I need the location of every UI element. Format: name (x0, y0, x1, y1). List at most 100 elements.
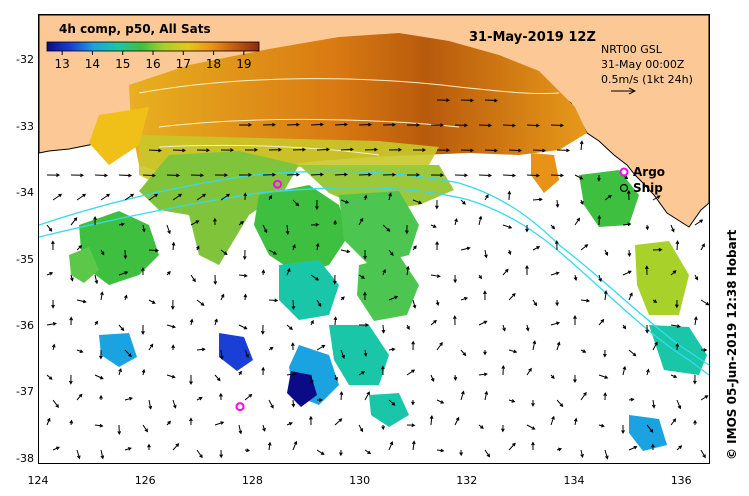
current-vector-arrow (69, 419, 74, 426)
current-vector-arrow (310, 122, 325, 127)
current-vector-arrow (243, 293, 248, 301)
current-vector-arrow (507, 249, 512, 256)
current-vector-arrow (238, 273, 248, 278)
current-vector-arrow (196, 148, 211, 153)
current-vector-arrow (286, 172, 301, 177)
current-vector-arrow (46, 417, 51, 426)
current-vector-arrow (382, 224, 391, 232)
current-vector-arrow (292, 147, 307, 152)
current-vector-arrow (478, 215, 483, 226)
current-vector-arrow (292, 244, 296, 251)
current-vector-arrow (46, 374, 53, 380)
current-vector-arrow (220, 148, 235, 152)
current-vector-arrow (172, 399, 177, 409)
current-vector-arrow (460, 246, 471, 251)
current-vector-arrow (285, 224, 290, 235)
current-vector-arrow (118, 173, 133, 178)
current-vector-arrow (406, 369, 416, 376)
current-vector-arrow (100, 193, 111, 201)
current-vector-arrow (68, 374, 73, 385)
current-vector-arrow (333, 219, 337, 226)
current-vector-arrow (412, 245, 417, 251)
current-vector-arrow (598, 318, 605, 326)
current-vector-arrow (556, 148, 571, 153)
current-vector-arrow (411, 399, 415, 406)
current-vector-arrow (364, 391, 370, 401)
current-vector-arrow (332, 274, 337, 285)
current-vector-arrow (645, 224, 650, 231)
current-vector-arrow (508, 442, 516, 451)
current-vector-arrow (453, 274, 458, 284)
current-vector-arrow (148, 148, 163, 153)
current-vector-arrow (244, 349, 249, 359)
current-vector-arrow (580, 449, 584, 458)
current-vector-arrow (196, 193, 207, 201)
current-vector-arrow (363, 291, 367, 301)
current-vector-arrow (508, 399, 516, 403)
current-vector-arrow (412, 148, 427, 152)
current-vector-arrow (580, 298, 591, 303)
current-vector-arrow (189, 374, 193, 386)
current-vector-arrow (99, 349, 103, 360)
colorbar-tick-label: 17 (176, 57, 191, 71)
current-vector-arrow (94, 274, 99, 285)
current-vector-arrow (676, 399, 682, 410)
current-vector-arrow (334, 374, 338, 381)
current-vector-arrow (574, 217, 581, 226)
current-vector-arrow (651, 399, 656, 409)
current-vector-arrow (526, 173, 541, 178)
longitude-tick-label: 128 (241, 474, 263, 487)
current-vector-arrow (453, 374, 458, 381)
current-vector-arrow (555, 199, 560, 208)
current-vector-arrow (141, 324, 145, 335)
current-vector-arrow (190, 274, 196, 283)
longitude-tick-label: 130 (349, 474, 371, 487)
current-vector-arrow (694, 219, 704, 226)
current-vector-arrow (573, 274, 578, 282)
current-vector-arrow (171, 344, 175, 351)
current-vector-arrow (170, 299, 175, 310)
current-vector-arrow (436, 148, 451, 153)
current-vector-arrow (260, 324, 265, 335)
current-vector-arrow (693, 419, 697, 426)
current-vector-arrow (262, 224, 268, 234)
current-vector-arrow (430, 173, 445, 177)
current-vector-arrow (363, 249, 367, 260)
map-subtitle: 4h comp, p50, All Sats (59, 22, 211, 36)
latitude-tick-label: -35 (16, 252, 34, 266)
current-vector-arrow (334, 418, 343, 426)
current-vector-arrow (220, 249, 228, 256)
current-vector-arrow (76, 349, 84, 353)
current-vector-arrow (213, 274, 218, 286)
current-vector-arrow (142, 424, 149, 433)
current-vector-arrow (118, 222, 125, 227)
current-vector-arrow (358, 172, 373, 177)
current-vector-arrow (381, 424, 385, 431)
current-vector-arrow (238, 173, 253, 177)
colorbar-ticks: 13 14 15 16 17 18 19 (55, 51, 251, 71)
current-vector-arrow (172, 443, 180, 451)
current-vector-arrow (70, 274, 74, 282)
current-vector-arrow (261, 269, 266, 276)
current-vector-arrow (340, 199, 350, 204)
current-vector-arrow (315, 199, 319, 211)
current-vector-arrow (460, 148, 475, 153)
argo-float-marker (235, 402, 245, 412)
current-vector-arrow (358, 323, 370, 327)
current-vector-arrow (141, 267, 145, 276)
current-vector-arrow (502, 268, 509, 276)
current-vector-arrow (292, 199, 300, 207)
current-vector-arrow (76, 244, 83, 251)
current-vector-arrow (579, 140, 584, 151)
current-vector-arrow (316, 299, 322, 308)
current-vector-arrow (430, 374, 435, 383)
current-vector-arrow (363, 349, 368, 357)
current-vector-arrow (339, 449, 343, 457)
current-vector-arrow (508, 292, 516, 301)
current-vector-arrow (238, 424, 243, 435)
current-vector-arrow (172, 193, 183, 201)
current-vector-arrow (99, 394, 103, 401)
current-vector-arrow (267, 441, 272, 451)
current-vector-arrow (621, 424, 625, 435)
current-vector-arrow (405, 224, 409, 235)
